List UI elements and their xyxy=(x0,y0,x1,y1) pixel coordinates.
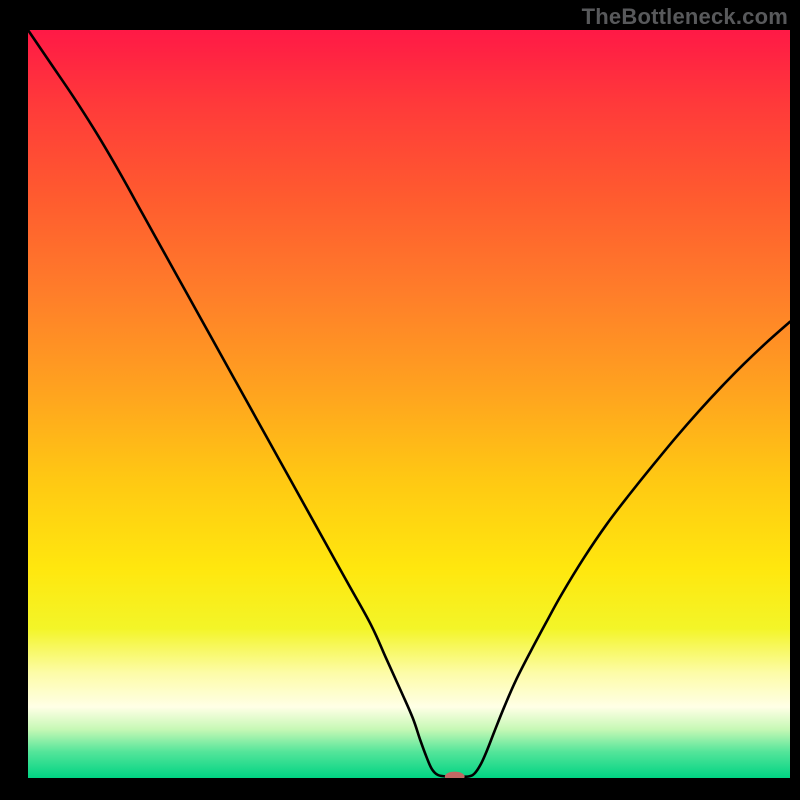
bottleneck-curve-chart xyxy=(28,30,790,778)
chart-frame: TheBottleneck.com xyxy=(0,0,800,800)
plot-background xyxy=(28,30,790,778)
watermark-text: TheBottleneck.com xyxy=(582,4,788,30)
